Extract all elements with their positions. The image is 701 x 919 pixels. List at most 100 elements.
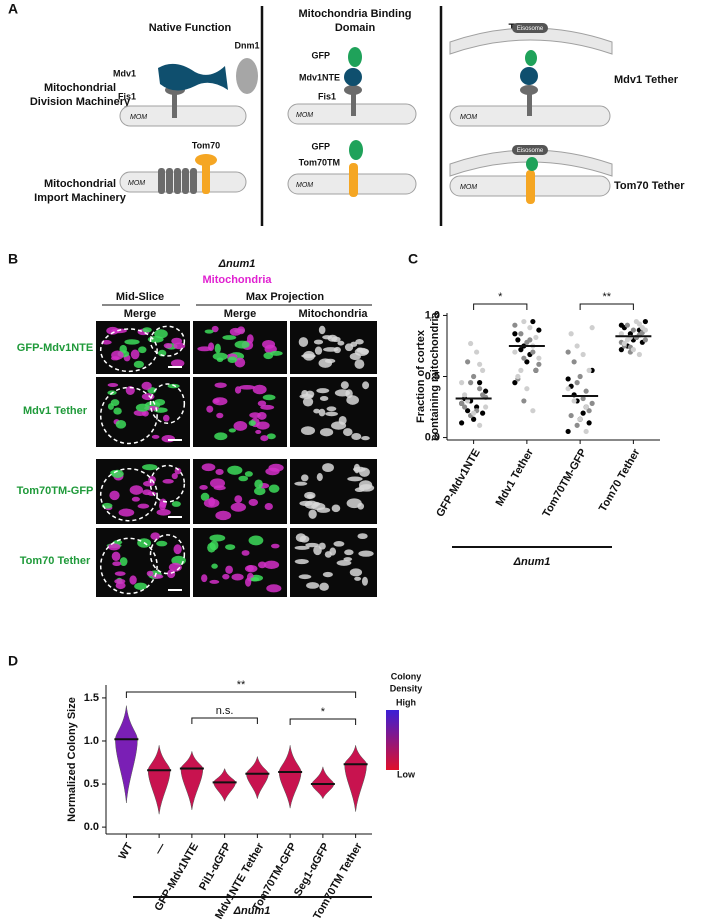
data-point <box>583 388 589 394</box>
header: Max Projection <box>246 291 325 303</box>
data-point <box>518 331 524 337</box>
violin <box>213 767 236 803</box>
panel-label: A <box>8 1 18 17</box>
eisosome <box>512 23 548 33</box>
tom70tm <box>349 163 358 197</box>
data-point <box>512 380 518 386</box>
y-tick-label: 0.0 <box>425 431 440 443</box>
signal <box>168 562 182 572</box>
colorbar <box>386 710 399 770</box>
signal <box>154 329 168 339</box>
signal <box>161 435 176 443</box>
group-label: Δnum1 <box>513 556 551 568</box>
tom70 <box>195 154 217 166</box>
label: Eisosome <box>517 26 544 32</box>
data-point <box>518 347 524 353</box>
stain-label: Mitochondria <box>202 274 272 286</box>
signal <box>151 434 160 439</box>
signal <box>214 382 227 388</box>
tom70-anchor <box>202 162 210 194</box>
row-header: Mitochondrial <box>44 178 116 190</box>
data-point <box>586 367 592 373</box>
signal <box>362 381 370 390</box>
row-label: Tom70 Tether <box>20 555 91 567</box>
data-point <box>524 386 530 392</box>
signal <box>336 559 352 566</box>
signal <box>260 404 275 410</box>
y-tick-label: 0.5 <box>425 370 440 382</box>
y-tick-label: 1.0 <box>84 735 99 747</box>
membrane <box>119 105 247 127</box>
cell-outline <box>149 325 186 357</box>
signal <box>301 474 309 482</box>
significance-bracket <box>191 717 258 724</box>
signal <box>213 485 226 491</box>
signal <box>212 352 228 361</box>
row-header: Mitochondrial <box>44 82 116 94</box>
data-point <box>580 351 586 358</box>
signal <box>316 388 330 394</box>
violin <box>311 766 335 800</box>
signal <box>294 545 310 550</box>
signal <box>115 420 127 429</box>
x-tick-label: — <box>152 841 168 857</box>
signal <box>331 421 347 430</box>
signal <box>262 394 276 401</box>
signal <box>239 384 255 390</box>
x-tick-label: Tom70TM-GFP <box>540 447 589 520</box>
data-point <box>530 318 536 325</box>
signal <box>170 359 185 368</box>
signal <box>252 384 267 395</box>
signal <box>163 414 170 422</box>
signal <box>227 356 237 363</box>
eisosome-membrane <box>449 149 613 177</box>
signal <box>234 495 243 504</box>
data-point <box>583 428 589 435</box>
signal <box>107 543 121 551</box>
signal <box>361 435 370 441</box>
violin <box>147 745 171 815</box>
signal <box>257 561 267 569</box>
fis1-stalk <box>527 88 532 116</box>
data-point <box>642 337 648 343</box>
label: GFP <box>311 141 330 151</box>
signal <box>113 407 122 415</box>
signal <box>322 463 334 473</box>
cell-outline <box>149 534 186 575</box>
signal <box>349 568 363 577</box>
signal <box>234 357 246 368</box>
signal <box>211 325 219 333</box>
signal <box>361 576 368 586</box>
data-point <box>518 367 524 373</box>
signal <box>354 359 365 369</box>
data-point <box>465 408 471 414</box>
signal <box>358 550 374 557</box>
signal <box>298 337 309 347</box>
data-point <box>565 386 571 392</box>
signal <box>263 560 280 570</box>
signal <box>171 501 181 507</box>
signal <box>233 421 248 431</box>
gfp <box>526 157 538 171</box>
signal <box>350 341 358 347</box>
data-point <box>586 408 592 414</box>
signal <box>248 535 264 546</box>
fis1-stalk <box>351 88 356 116</box>
signal <box>234 340 250 349</box>
signal <box>248 420 256 427</box>
data-point <box>512 331 518 337</box>
signal <box>130 349 140 360</box>
signal <box>316 473 323 482</box>
signal <box>173 342 186 350</box>
data-point <box>571 359 577 365</box>
signal <box>124 339 140 345</box>
signal <box>109 490 120 501</box>
data-point <box>521 398 527 404</box>
signal <box>137 503 150 509</box>
signal <box>159 498 167 508</box>
signal <box>245 577 252 587</box>
signal <box>222 573 230 580</box>
legend-label: High <box>396 697 416 707</box>
mdv1 <box>158 63 228 91</box>
label: Mdv1 <box>113 68 136 78</box>
